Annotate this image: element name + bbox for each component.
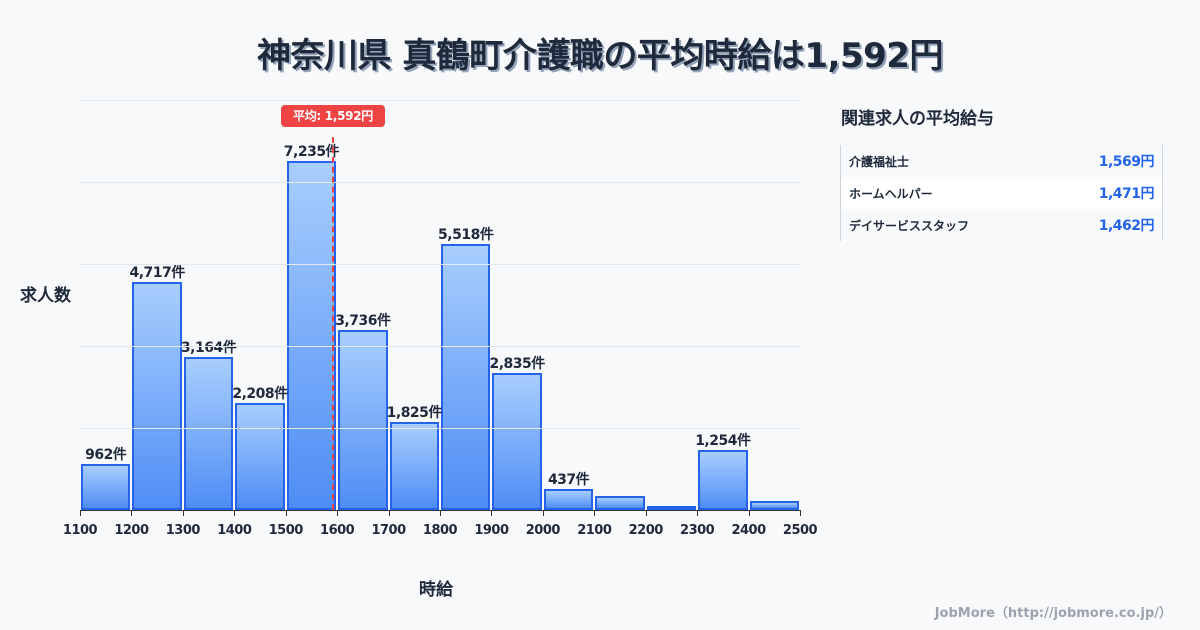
x-tick-label: 1900 [474, 523, 509, 538]
x-tick-label: 2500 [782, 523, 818, 538]
bar-value-label: 5,518件 [438, 226, 494, 243]
related-salaries-title: 関連求人の平均給与 [841, 109, 994, 129]
histogram-bar [698, 449, 748, 510]
x-tick [285, 510, 287, 516]
gridline [80, 428, 800, 429]
x-tick [594, 510, 596, 516]
x-tick-label: 2000 [525, 523, 561, 538]
gridline [80, 264, 800, 265]
job-name: ホームヘルパー [849, 186, 933, 201]
x-tick [491, 510, 493, 516]
x-tick-label: 2100 [577, 523, 612, 538]
bar-value-label: 962件 [85, 446, 127, 463]
histogram-bar [132, 282, 182, 510]
x-tick [645, 510, 647, 516]
histogram-bar [543, 488, 594, 510]
histogram-bar [441, 243, 491, 510]
x-tick-label: 1500 [268, 523, 304, 538]
x-tick-label: 2300 [680, 523, 715, 538]
histogram-bar [183, 357, 234, 510]
histogram-bar [749, 500, 799, 510]
y-axis-label: 求人数 [20, 286, 71, 306]
x-tick [748, 510, 750, 516]
bar-value-label: 4,717件 [129, 265, 185, 282]
x-tick [388, 510, 390, 516]
x-tick-label: 1200 [114, 523, 149, 538]
x-tick-label: 1700 [371, 523, 406, 538]
histogram-chart: 2500 2400 2300 2200 2100 2000 1900 1800 1700 1600… [20, 100, 818, 600]
job-salary: 1,569円 [1098, 154, 1155, 170]
table-row: 介護福祉士 1,569円 [841, 145, 1162, 177]
histogram-bar [492, 373, 542, 510]
page-title: 神奈川県 真鶴町介護職の平均時給は1,592円 [257, 36, 943, 76]
job-salary: 1,462円 [1098, 218, 1155, 234]
average-line [332, 137, 335, 510]
x-tick-label: 1100 [62, 523, 98, 538]
x-tick-label: 1600 [320, 523, 355, 538]
x-tick [131, 510, 133, 516]
job-name: 介護福祉士 [849, 154, 910, 169]
x-tick-label: 1400 [217, 523, 252, 538]
gridline [80, 100, 800, 101]
histogram-bar [235, 403, 285, 510]
histogram-bar [389, 421, 439, 510]
histogram-bar [286, 161, 337, 510]
x-axis-label: 時給 [419, 580, 453, 600]
bar-value-label: 3,164件 [180, 340, 237, 357]
bar-value-label: 3,736件 [335, 312, 391, 329]
average-badge: 平均: 1,592円 [281, 105, 385, 127]
x-tick [234, 510, 236, 516]
footer-credit: JobMore（http://jobmore.co.jp/） [934, 606, 1172, 621]
gridline [80, 182, 800, 183]
bar-value-label: 437件 [547, 471, 590, 488]
x-tick [542, 510, 544, 516]
bar-value-label: 1,254件 [695, 432, 751, 449]
histogram-bar [646, 506, 697, 511]
x-tick [80, 510, 81, 516]
x-tick-label: 1300 [165, 523, 201, 538]
x-tick-label: 2200 [628, 523, 664, 538]
histogram-bar [81, 463, 131, 510]
bar-value-label: 2,208件 [232, 386, 288, 403]
x-tick [182, 510, 184, 516]
x-tick-label: 1800 [422, 523, 458, 538]
bar-value-label: 1,825件 [386, 404, 443, 421]
table-row: ホームヘルパー 1,471円 [841, 177, 1162, 209]
x-tick [440, 510, 441, 516]
bar-value-label: 7,235件 [283, 144, 340, 160]
x-tick [697, 510, 699, 516]
histogram-bar [338, 329, 388, 510]
x-axis-line [80, 510, 800, 511]
histogram-bar [595, 496, 645, 510]
related-salaries-table: 介護福祉士 1,569円 ホームヘルパー 1,471円 デイサービススタッフ 1… [840, 145, 1163, 241]
job-name: デイサービススタッフ [849, 218, 970, 233]
gridline [80, 346, 800, 347]
bar-value-label: 2,835件 [489, 356, 545, 373]
job-salary: 1,471円 [1098, 186, 1155, 202]
x-tick [337, 510, 339, 516]
table-row: デイサービススタッフ 1,462円 [841, 209, 1162, 241]
x-tick-label: 2400 [731, 523, 766, 538]
x-tick [800, 510, 801, 516]
